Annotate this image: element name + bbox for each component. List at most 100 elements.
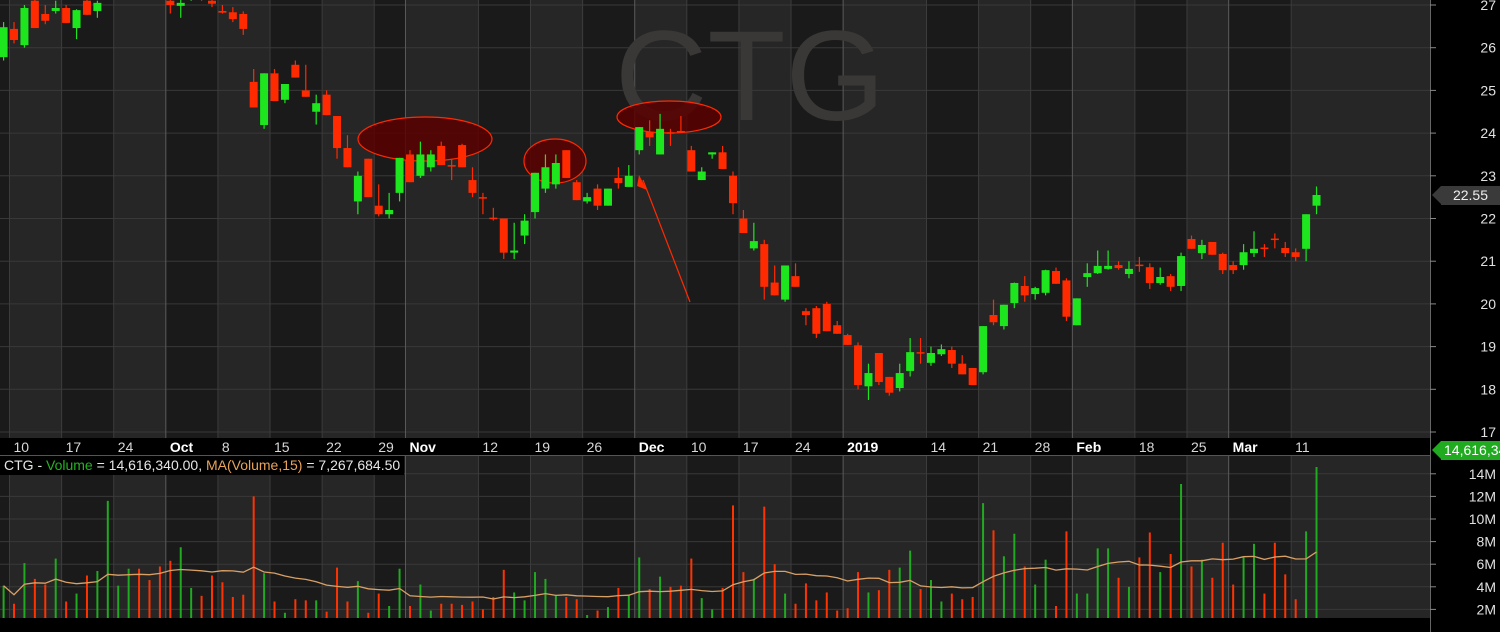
candle-up[interactable] [353,171,362,215]
candle-down[interactable] [62,5,71,23]
candle-down[interactable] [718,145,727,169]
candle-down[interactable] [822,301,831,332]
candle-up[interactable] [624,165,633,187]
candle-up[interactable] [93,0,102,18]
candle-down[interactable] [916,338,925,364]
candle-down[interactable] [1281,241,1290,257]
candle-down[interactable] [833,320,842,334]
candle-down[interactable] [489,207,498,221]
candle-down[interactable] [218,5,227,14]
candle-up[interactable] [937,344,946,356]
candle-down[interactable] [1291,248,1300,262]
candle-down[interactable] [1114,261,1123,270]
candle-up[interactable] [1156,267,1165,285]
candle-down[interactable] [770,265,779,296]
candle-down[interactable] [364,158,373,198]
candle-up[interactable] [906,338,915,377]
candle-down[interactable] [41,5,50,25]
candle-down[interactable] [270,69,279,102]
candle-down[interactable] [1166,274,1175,292]
candle-up[interactable] [1197,239,1206,260]
candle-down[interactable] [1187,235,1196,249]
candle-up[interactable] [864,363,873,400]
candle-down[interactable] [676,116,685,134]
candle-down[interactable] [166,0,175,14]
candle-down[interactable] [499,218,508,260]
candle-up[interactable] [603,188,612,206]
candle-up[interactable] [1239,244,1248,270]
candle-down[interactable] [322,90,331,116]
candle-down[interactable] [739,209,748,234]
candle-down[interactable] [874,353,883,386]
candle-down[interactable] [1229,261,1238,275]
candle-up[interactable] [260,73,269,129]
candle-down[interactable] [10,22,19,44]
candle-up[interactable] [999,304,1008,330]
candle-up[interactable] [1104,250,1113,270]
candle-down[interactable] [478,192,487,215]
candle-down[interactable] [437,141,446,166]
candle-down[interactable] [562,150,571,178]
candle-up[interactable] [656,113,665,155]
candle-down[interactable] [1062,278,1071,321]
candle-down[interactable] [958,355,967,375]
candle-down[interactable] [333,116,342,159]
candle-down[interactable] [812,306,821,339]
candle-up[interactable] [416,141,425,178]
annotation-ellipse[interactable] [616,100,722,134]
candle-up[interactable] [510,222,519,260]
candle-down[interactable] [1135,256,1144,272]
candle-down[interactable] [666,128,675,146]
candle-up[interactable] [426,150,435,172]
candle-down[interactable] [343,135,352,168]
candle-up[interactable] [979,326,988,375]
annotation-ellipse[interactable] [357,116,493,162]
candle-down[interactable] [968,367,977,386]
candle-down[interactable] [468,167,477,198]
candle-down[interactable] [291,60,300,78]
candle-down[interactable] [1020,276,1029,302]
candle-up[interactable] [1041,269,1050,296]
candle-down[interactable] [843,333,852,345]
candle-down[interactable] [1052,267,1061,284]
candle-up[interactable] [1072,298,1081,326]
candle-up[interactable] [176,0,185,18]
candle-up[interactable] [385,192,394,219]
candle-up[interactable] [541,154,550,193]
candle-down[interactable] [989,299,998,326]
candle-up[interactable] [531,172,540,219]
candle-down[interactable] [854,342,863,390]
candle-down[interactable] [885,376,894,396]
candle-up[interactable] [280,83,289,104]
candle-down[interactable] [791,263,800,287]
candle-up[interactable] [1302,214,1311,262]
candle-down[interactable] [447,158,456,181]
candle-up[interactable] [697,167,706,181]
candle-down[interactable] [208,0,216,8]
candle-up[interactable] [1124,261,1133,279]
candle-down[interactable] [1218,252,1227,275]
candle-up[interactable] [926,346,935,366]
candle-up[interactable] [1093,250,1102,275]
candle-up[interactable] [1250,231,1258,257]
candle-down[interactable] [374,184,383,217]
candle-down[interactable] [249,69,258,108]
annotation-arrow[interactable] [637,175,691,303]
candle-up[interactable] [20,5,29,48]
candle-up[interactable] [395,157,404,202]
candle-down[interactable] [239,11,248,35]
candle-down[interactable] [645,120,654,146]
candle-down[interactable] [1208,241,1217,255]
candle-down[interactable] [614,167,623,189]
candle-down[interactable] [687,145,696,172]
candle-down[interactable] [947,346,956,368]
candle-up[interactable] [1312,186,1321,215]
candle-up[interactable] [0,22,8,61]
candle-up[interactable] [895,363,904,392]
candle-up[interactable] [635,127,644,155]
candle-down[interactable] [593,184,602,210]
candle-down[interactable] [572,180,581,201]
candle-down[interactable] [1270,233,1279,249]
candle-down[interactable] [1260,244,1269,257]
